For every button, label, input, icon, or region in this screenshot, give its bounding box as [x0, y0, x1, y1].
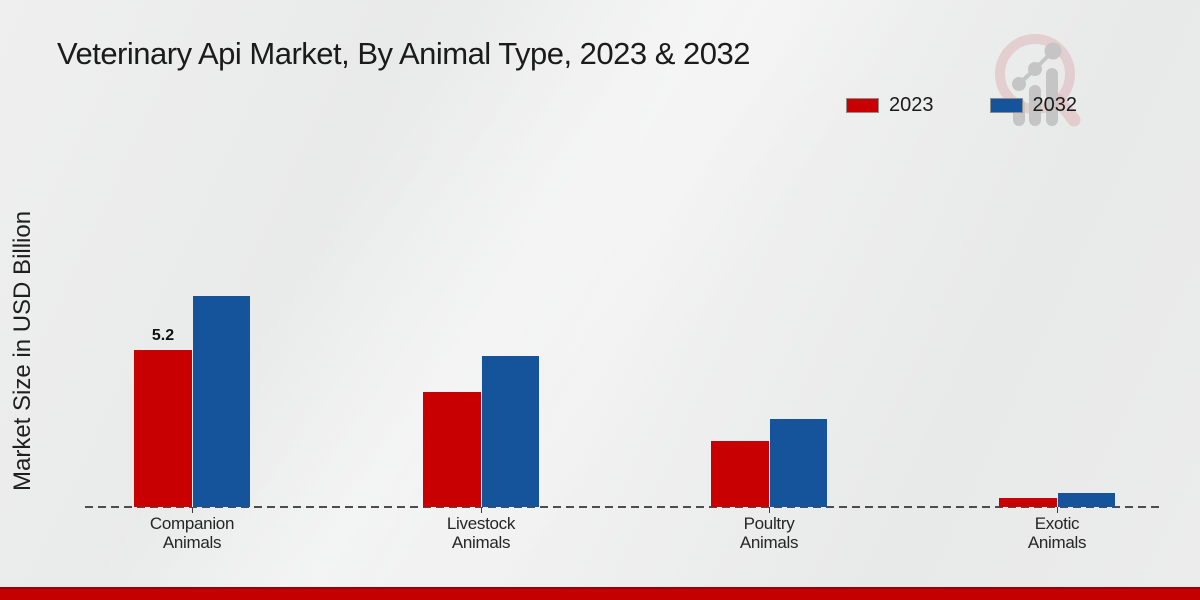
category-label-livestock-animals: Livestock Animals [446, 514, 516, 552]
legend-swatch-2023 [846, 98, 879, 113]
category-label-companion-animals: Companion Animals [149, 514, 235, 552]
bar-2032-exotic-animals [1057, 493, 1115, 507]
zero-baseline [85, 506, 1163, 508]
bar-2032-poultry-animals [769, 419, 827, 507]
x-axis-tick [192, 507, 193, 513]
bar-2023-livestock-animals [423, 392, 481, 507]
bar-2032-livestock-animals [481, 356, 539, 507]
magnifier-growth-chart-watermark-icon [995, 34, 1081, 127]
bar-2023-exotic-animals [999, 498, 1057, 507]
legend-label-2032: 2032 [1032, 94, 1078, 116]
x-axis-tick [481, 507, 482, 513]
category-label-exotic-animals: Exotic Animals [1027, 514, 1087, 552]
legend: 2023 2032 [846, 94, 1077, 117]
x-axis-tick [769, 507, 770, 513]
footer-red-bar [0, 587, 1200, 600]
category-label-poultry-animals: Poultry Animals [739, 514, 799, 552]
chart-title: Veterinary Api Market, By Animal Type, 2… [57, 36, 751, 71]
bar-2032-companion-animals [192, 296, 250, 507]
x-axis-tick [1057, 507, 1058, 513]
bar-2023-poultry-animals [711, 441, 769, 507]
bar-2023-companion-animals [134, 350, 192, 507]
legend-label-2023: 2023 [889, 94, 934, 116]
legend-swatch-2032 [989, 98, 1023, 113]
bar-value-label: 5.2 [151, 327, 175, 344]
